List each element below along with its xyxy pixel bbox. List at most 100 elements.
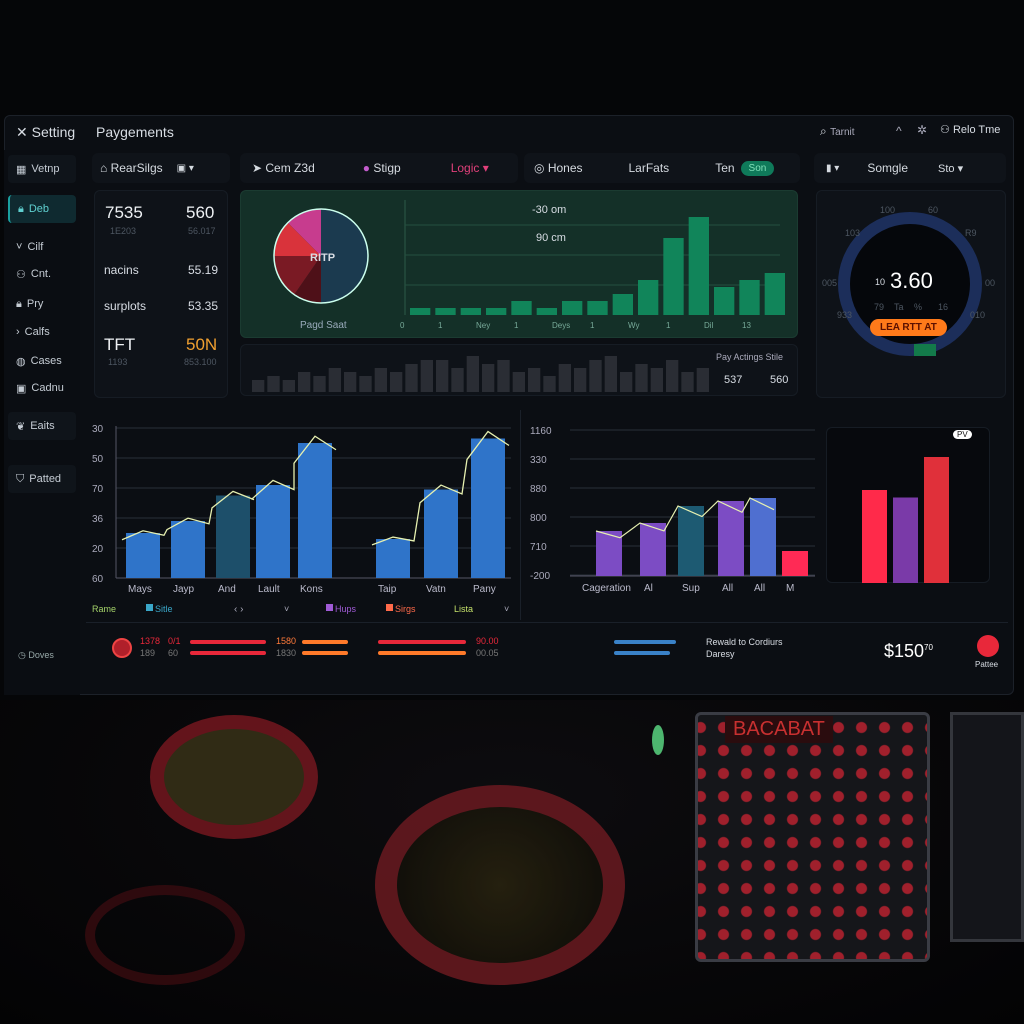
sidebar-item-eaits[interactable]: ❦ Eaits	[8, 412, 76, 440]
pattee-button[interactable]	[977, 635, 999, 657]
cam-label: Cem Z3d	[265, 161, 315, 175]
bar	[862, 490, 887, 583]
sto-dropdown[interactable]: Sto ▾	[938, 162, 964, 175]
hones-tab[interactable]: ◎ Hones	[534, 161, 583, 175]
gauge-label: 60	[928, 205, 939, 215]
stop-label: Stigp	[373, 161, 401, 175]
sample-tab[interactable]: Somgle	[867, 161, 908, 175]
spark-bar	[328, 368, 341, 392]
tab-home[interactable]: ⌂ RearSilgs ▣ ▾	[92, 153, 230, 183]
gauge-label: 933	[837, 310, 853, 320]
gauge-inner-label: %	[914, 302, 923, 312]
spark-bar	[635, 364, 648, 392]
spark-value-1: 537	[724, 374, 743, 386]
trend-line	[595, 497, 775, 539]
sidebar-item-cadnu[interactable]: ▣ Cadnu	[8, 374, 76, 402]
spark-bar	[420, 360, 433, 392]
stat-1-sub2: 56.017	[188, 226, 216, 236]
sidebar-item-vetnp[interactable]: ▦ Vetnp	[8, 155, 76, 183]
red-chart-badge[interactable]: PV	[953, 430, 972, 439]
doc-dropdown[interactable]: ▮ ▾	[826, 162, 840, 174]
chevron-up-icon[interactable]: ^	[896, 124, 902, 138]
gauge-value: 3.60	[890, 268, 933, 293]
sidebar-footer[interactable]: ◷ Doves	[18, 650, 54, 661]
bar	[924, 457, 949, 583]
spark-bar	[482, 364, 495, 392]
lock-icon: 🔒︎	[18, 202, 24, 215]
y-tick-label: 36	[92, 514, 104, 525]
sidebar-item-cases[interactable]: ◍ Cases	[8, 347, 76, 375]
sidebar-item-label: Cnt.	[30, 268, 52, 280]
home-icon: ⌂	[100, 161, 108, 175]
legend-label: Sirgs	[395, 604, 416, 614]
close-button[interactable]: ✕ Setting	[16, 124, 76, 140]
x-tick-label: Jayp	[173, 584, 195, 595]
bottom-number: 60	[168, 648, 179, 658]
sidebar-item-label: Pry	[26, 298, 44, 310]
roulette-wheel	[375, 785, 625, 985]
sidebar-item-patted[interactable]: ⛉ Patted	[8, 465, 76, 493]
x-tick-label: 13	[742, 321, 751, 330]
lastfats-tab[interactable]: LarFats	[628, 161, 670, 175]
y-tick-label: 50	[92, 454, 104, 465]
bar	[739, 280, 760, 315]
progress-bar	[302, 651, 348, 655]
pie-slice	[273, 256, 321, 295]
x-tick-label: Ney	[476, 321, 490, 330]
x-tick-label: 1	[438, 321, 443, 330]
bottom-number: 1580	[276, 636, 297, 646]
spark-bar-chart	[252, 356, 709, 392]
divider	[520, 410, 521, 620]
cam-tab[interactable]: ➤ Cem Z3d	[252, 161, 315, 175]
spark-bar	[451, 368, 464, 392]
spark-bar	[543, 376, 556, 392]
divider	[86, 622, 1008, 623]
calendar-icon: ▣ ▾	[176, 162, 194, 174]
green-chart-label-1: -30 om	[532, 204, 567, 216]
stat-1-value: 560	[186, 203, 215, 222]
y-tick-label: 330	[530, 455, 547, 466]
legend-label: Rame	[92, 604, 116, 614]
bar	[562, 301, 583, 315]
y-tick-label: 800	[530, 513, 547, 524]
x-tick-label: Mays	[128, 584, 152, 595]
sidebar-item-calfs[interactable]: › Calfs	[8, 318, 76, 346]
stat-3-value: 53.35	[188, 299, 219, 313]
bar	[596, 531, 622, 576]
settings-icon[interactable]: ✲	[917, 123, 928, 137]
sidebar-item-cilf[interactable]: ˅ Cilf	[8, 233, 76, 261]
search-button[interactable]: ⌕ Tarnit	[820, 124, 855, 139]
stat-4-value: 50N	[186, 335, 218, 354]
user-menu[interactable]: ⚇ Relo Tme	[940, 123, 1000, 136]
pie-caption: Pagd Saat	[300, 320, 347, 331]
sidebar-item-deb[interactable]: 🔒︎ Deb	[8, 195, 76, 223]
sidebar-item-cnt[interactable]: ⚇ Cnt.	[8, 260, 76, 288]
spark-bar	[604, 356, 617, 392]
spark-bar	[359, 376, 372, 392]
casino-sign: BACABAT	[725, 716, 833, 743]
green-chart-label-2: 90 cm	[536, 232, 566, 244]
bar	[678, 506, 704, 576]
bottom-number: 00.05	[476, 648, 499, 658]
bar	[486, 308, 507, 315]
legend-swatch	[146, 604, 153, 611]
sidebar-item-label: Calfs	[24, 326, 50, 338]
chevron-down-icon: ˅	[16, 241, 23, 253]
sidebar-item-pry[interactable]: 🔒︎ Pry	[8, 290, 76, 318]
ten-toggle[interactable]: Son	[740, 160, 775, 176]
x-tick-label: 0	[400, 321, 405, 330]
green-bar-chart: 0 1 Ney 1 Deys 1 Wy 1 Dil 13	[400, 200, 785, 330]
legend-swatch	[326, 604, 333, 611]
chevron-right-icon: ›	[16, 326, 20, 338]
spark-bar	[436, 360, 449, 392]
logic-dropdown[interactable]: Logic ▾	[450, 161, 489, 175]
stats-card	[94, 190, 228, 398]
bar	[718, 501, 744, 576]
bar	[750, 498, 776, 576]
search-icon: ⌕	[820, 124, 827, 138]
stop-tab[interactable]: ● Stigp	[363, 161, 401, 175]
gauge-action-button[interactable]: LEA RTT AT	[870, 319, 947, 336]
sidebar-item-label: Vetnp	[31, 163, 60, 175]
chip-icon	[112, 638, 132, 658]
bar	[714, 287, 735, 315]
